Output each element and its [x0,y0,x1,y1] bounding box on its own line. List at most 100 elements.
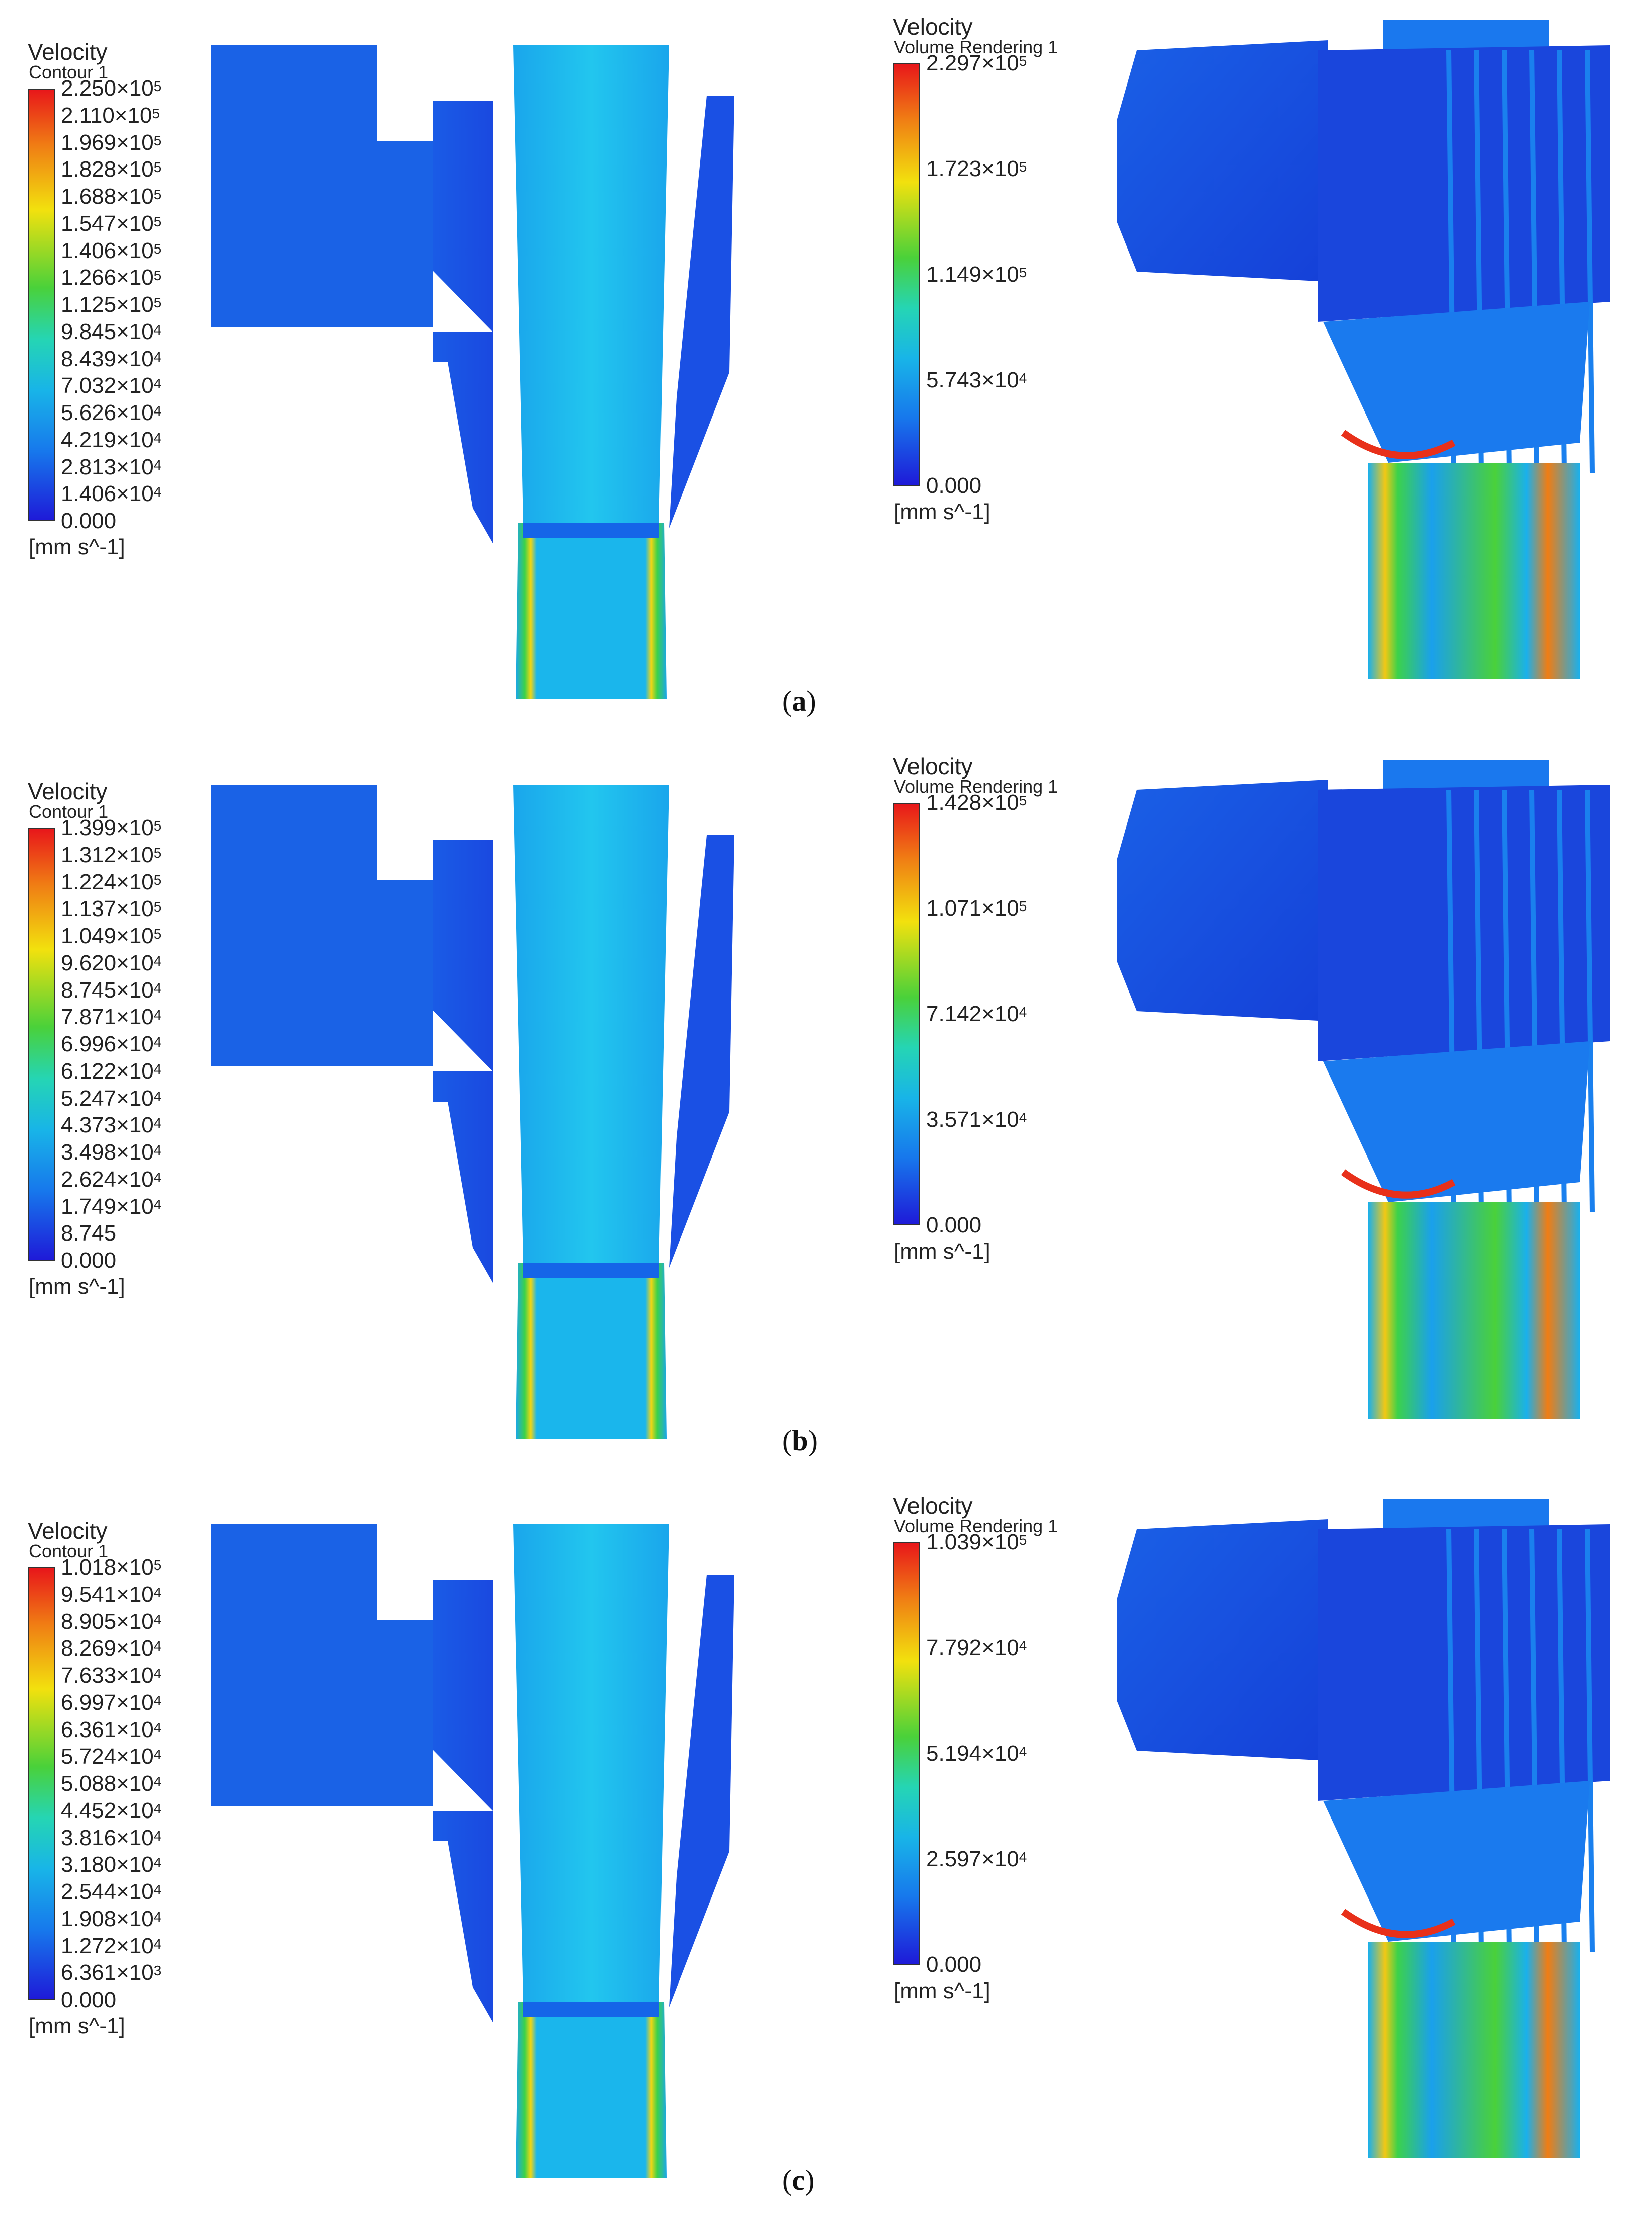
exponent-base: 10 [129,454,154,479]
volume-outlet [1368,1202,1580,1419]
tick-mantissa: 1.018 [61,1555,117,1580]
tick-mantissa: 5.088 [61,1771,117,1796]
tick-exponent: 4 [153,1061,162,1077]
tick-mantissa: 1.908 [61,1906,117,1931]
tick-mantissa: 1.149 [926,262,982,287]
contour-outlet-neck [523,523,659,538]
legend-subtitle: Contour 1 [29,1541,109,1561]
tick-mantissa: 6.361 [61,1960,117,1986]
tick-mantissa: 9.541 [61,1582,117,1607]
times-sign: × [981,51,995,75]
times-sign: × [116,292,129,317]
times-sign: × [116,1690,129,1715]
tick-exponent: 4 [153,1855,162,1871]
times-sign: × [116,1663,129,1688]
contour-plot [211,1524,734,2178]
legend-tick-label: 1.049×105 [61,925,161,947]
exponent-base: 10 [129,238,154,263]
tick-mantissa: 1.688 [61,184,117,209]
tick-mantissa: 3.180 [61,1852,117,1877]
times-sign: × [116,950,129,975]
times-sign: × [981,896,995,921]
times-sign: × [116,1032,129,1056]
tick-exponent: 5 [153,295,162,310]
tick-mantissa: 1.749 [61,1194,117,1219]
tick-exponent: 5 [153,159,162,176]
times-sign: × [116,319,129,344]
tick-mantissa: 8.269 [61,1636,117,1661]
exponent-base: 10 [127,103,152,128]
legend-tick-label: 6.122×104 [61,1060,161,1083]
tick-mantissa: 4.373 [61,1113,117,1138]
tick-mantissa: 1.406 [61,238,117,263]
tick-exponent: 5 [153,240,162,257]
legend-title: Velocity [28,1518,108,1544]
exponent-base: 10 [129,1825,154,1850]
volume-slice-line [1585,1529,1595,1952]
times-sign: × [116,1960,129,1986]
times-sign: × [116,1879,129,1904]
times-sign: × [116,1906,129,1931]
legend-tick-label: 0.000 [926,475,981,497]
exponent-base: 10 [129,1609,154,1634]
tick-mantissa: 1.399 [61,815,117,840]
legend-tick-label: 9.541×104 [61,1582,161,1607]
legend-tick-label: 1.137×105 [61,898,161,920]
tick-mantissa: 2.544 [61,1879,117,1904]
figure-row-c: Velocity Contour 1 1.018×105 9.541×104 8.905… [0,1479,1652,2218]
tick-mantissa: 2.813 [61,454,117,479]
legend-tick-label: 7.032×104 [61,375,161,397]
legend-tick-label: 1.312×105 [61,844,161,866]
times-sign: × [116,1771,129,1796]
legend-tick-label: 7.792×104 [926,1637,1027,1659]
legend-colorbar [893,63,920,486]
tick-exponent: 4 [153,430,162,446]
tick-exponent: 4 [153,1169,162,1185]
legend-subtitle: Volume Rendering 1 [894,776,1058,797]
tick-exponent: 4 [1019,1744,1027,1759]
tick-exponent: 4 [153,1882,162,1897]
legend-tick-label: 0.000 [61,1989,116,2011]
tick-exponent: 4 [153,1747,162,1763]
times-sign: × [114,103,128,128]
exponent-base: 10 [129,815,154,840]
legend-tick-label: 7.142×104 [926,1003,1027,1025]
tick-mantissa: 3.571 [926,1107,982,1132]
volume-inlet-block [1117,1519,1328,1761]
tick-exponent: 5 [153,132,162,148]
legend-tick-label: 2.250×105 [61,77,161,100]
times-sign: × [981,1002,995,1026]
tick-mantissa: 0.000 [926,473,982,498]
exponent-base: 10 [129,842,154,867]
exponent-base: 10 [129,1194,154,1219]
legend-title: Velocity [28,39,108,65]
tick-mantissa: 9.620 [61,950,117,975]
tick-exponent: 4 [153,1034,162,1050]
contour-outlet-pipe [516,2002,667,2178]
legend-tick-label: 3.180×104 [61,1854,161,1876]
legend-tick-label: 1.406×105 [61,238,162,263]
legend-title: Velocity [893,1493,973,1519]
exponent-base: 10 [994,896,1019,921]
exponent-base: 10 [129,1744,154,1769]
legend-tick-label: 1.125×105 [61,294,161,316]
contour-inlet-region [211,45,433,327]
tick-exponent: 4 [153,403,162,419]
tick-exponent: 4 [153,1638,162,1655]
tick-exponent: 4 [153,1692,162,1708]
exponent-base: 10 [129,1167,154,1192]
exponent-base: 10 [129,869,154,894]
panel-caption: (b) [782,1424,818,1457]
contour-right-channel [669,96,734,528]
exponent-base: 10 [994,51,1019,75]
times-sign: × [116,1582,129,1607]
legend-tick-label: 2.297×105 [926,52,1027,74]
exponent-base: 10 [129,950,154,975]
exponent-base: 10 [129,346,154,371]
panel-letter: c [792,2164,805,2196]
legend-tick-label: 0.000 [61,1250,116,1272]
tick-mantissa: 5.743 [926,368,982,392]
exponent-base: 10 [129,1906,154,1931]
times-sign: × [116,842,129,867]
legend-subtitle: Volume Rendering 1 [894,1516,1058,1536]
